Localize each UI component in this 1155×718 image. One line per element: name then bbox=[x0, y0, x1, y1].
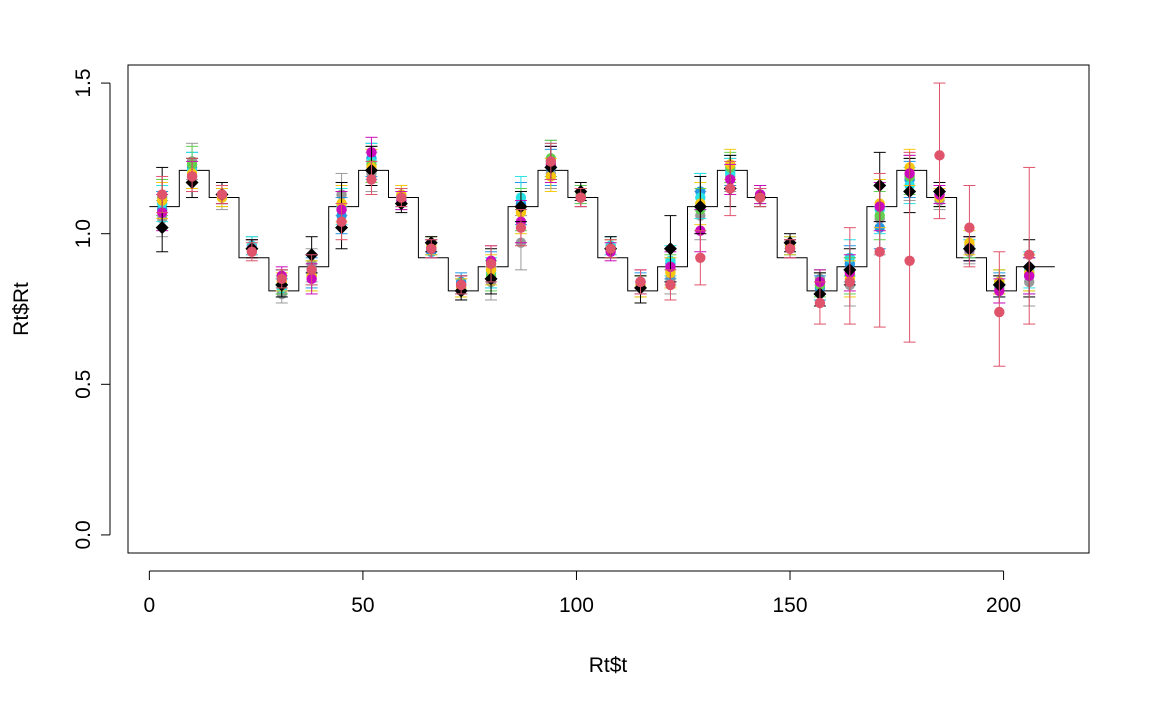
data-point bbox=[844, 276, 856, 288]
plot-frame bbox=[127, 64, 1090, 554]
data-point bbox=[814, 297, 826, 309]
x-tick-label: 50 bbox=[351, 594, 374, 617]
data-point bbox=[605, 243, 616, 254]
y-axis-label: Rt$Rt bbox=[10, 282, 33, 336]
data-point bbox=[396, 192, 407, 203]
data-point bbox=[515, 222, 527, 233]
data-point bbox=[186, 171, 198, 182]
data-point bbox=[725, 183, 736, 194]
data-point bbox=[663, 242, 677, 256]
plot-marks bbox=[149, 82, 1055, 367]
data-point bbox=[155, 221, 169, 235]
data-point bbox=[874, 246, 885, 257]
data-point bbox=[156, 189, 168, 200]
x-tick-label: 200 bbox=[986, 594, 1021, 617]
data-point bbox=[784, 243, 796, 254]
data-point bbox=[545, 156, 557, 167]
x-tick-label: 0 bbox=[144, 594, 156, 617]
data-point bbox=[216, 189, 228, 200]
data-point bbox=[934, 150, 945, 161]
data-point bbox=[994, 306, 1005, 318]
data-point bbox=[575, 192, 586, 203]
data-point bbox=[485, 258, 497, 270]
x-axis-label: Rt$t bbox=[589, 654, 628, 677]
data-point bbox=[306, 264, 317, 276]
data-point bbox=[964, 222, 975, 233]
data-point bbox=[635, 276, 646, 288]
axes: 0 50 100 150 200 0.0 0.5 1.0 1.5 bbox=[72, 68, 1021, 617]
y-tick-label: 0.5 bbox=[72, 370, 95, 399]
data-point bbox=[276, 273, 287, 285]
y-tick-label: 1.5 bbox=[72, 68, 95, 97]
true-rt-step-line bbox=[149, 169, 1055, 292]
data-point bbox=[426, 243, 437, 254]
data-point bbox=[366, 174, 377, 185]
x-tick-label: 100 bbox=[559, 594, 594, 617]
data-point bbox=[754, 192, 766, 203]
data-point bbox=[246, 246, 258, 257]
y-tick-label: 1.0 bbox=[72, 219, 95, 248]
data-point bbox=[904, 255, 915, 267]
data-point bbox=[1024, 249, 1035, 260]
data-point bbox=[693, 200, 707, 214]
data-point bbox=[665, 279, 676, 291]
data-point bbox=[336, 216, 347, 227]
data-point bbox=[455, 279, 467, 291]
x-tick-label: 150 bbox=[772, 594, 807, 617]
y-tick-label: 0.0 bbox=[72, 520, 95, 549]
data-point bbox=[695, 252, 706, 263]
